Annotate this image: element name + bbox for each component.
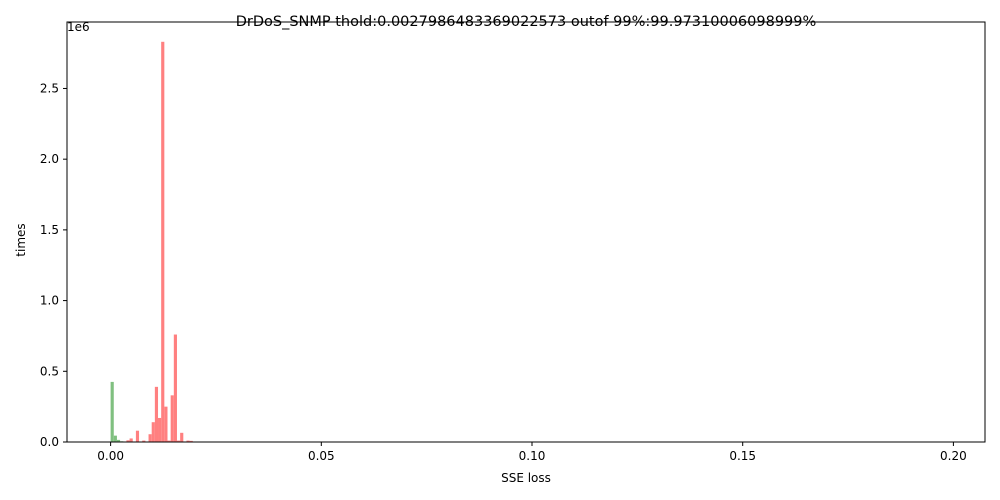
histogram-bar-s1-1 [129,438,133,442]
histogram-bar-s1-11 [170,395,174,442]
y-tick-label-3: 1.5 [40,223,59,237]
histogram-bar-s1-10 [167,440,171,442]
histogram-bar-s1-7 [158,417,162,442]
y-axis-label: times [14,223,28,256]
histogram-bar-s1-12 [173,334,177,442]
histogram-bar-s1-13 [176,440,181,442]
histogram-bar-s0-1 [113,435,117,442]
y-tick-label-1: 0.5 [40,364,59,378]
x-tick-label-4: 0.20 [940,449,967,463]
x-tick-label-0: 0.00 [97,449,124,463]
x-tick-label-1: 0.05 [308,449,335,463]
histogram-bar-s0-0 [110,381,114,442]
x-tick-label-2: 0.10 [519,449,546,463]
histogram-bar-s1-4 [148,434,152,442]
y-tick-label-5: 2.5 [40,81,59,95]
x-ticks: 0.00 0.05 0.10 0.15 0.20 [97,442,967,463]
histogram-bar-s1-8 [161,41,165,443]
histogram-bar-s1-14 [180,432,184,442]
y-tick-label-0: 0.0 [40,435,59,449]
histogram-bar-s1-6 [154,386,159,442]
plot-frame [66,21,986,443]
histogram-bar-s1-2 [135,430,140,442]
x-axis-label: SSE loss [501,471,551,485]
histogram-bar-s1-9 [164,406,168,442]
histogram-bar-s1-5 [151,422,155,442]
histogram-bar-s1-3 [142,440,146,442]
histogram-bar-s1-15 [186,440,190,442]
y-ticks: 0.0 0.5 1.0 1.5 2.0 2.5 [40,81,67,449]
x-tick-label-3: 0.15 [729,449,756,463]
histogram-bar-s1-0 [126,440,130,442]
histogram-bar-s0-2 [116,439,121,442]
bars-group [110,41,193,443]
y-tick-label-2: 1.0 [40,294,59,308]
y-offset-label: 1e6 [67,20,90,34]
y-tick-label-4: 2.0 [40,152,59,166]
histogram-bar-s1-16 [189,440,193,442]
